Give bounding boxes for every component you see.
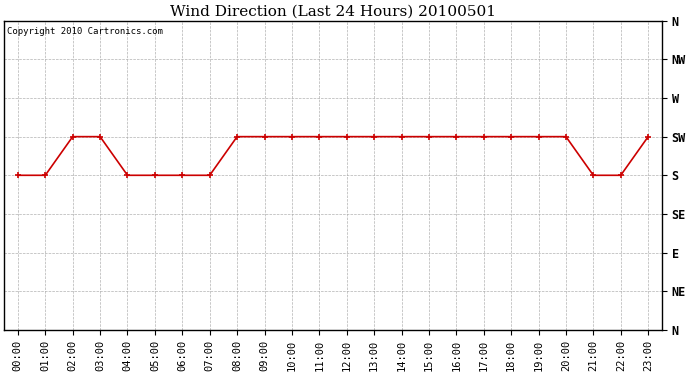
Text: Copyright 2010 Cartronics.com: Copyright 2010 Cartronics.com (8, 27, 164, 36)
Title: Wind Direction (Last 24 Hours) 20100501: Wind Direction (Last 24 Hours) 20100501 (170, 4, 496, 18)
